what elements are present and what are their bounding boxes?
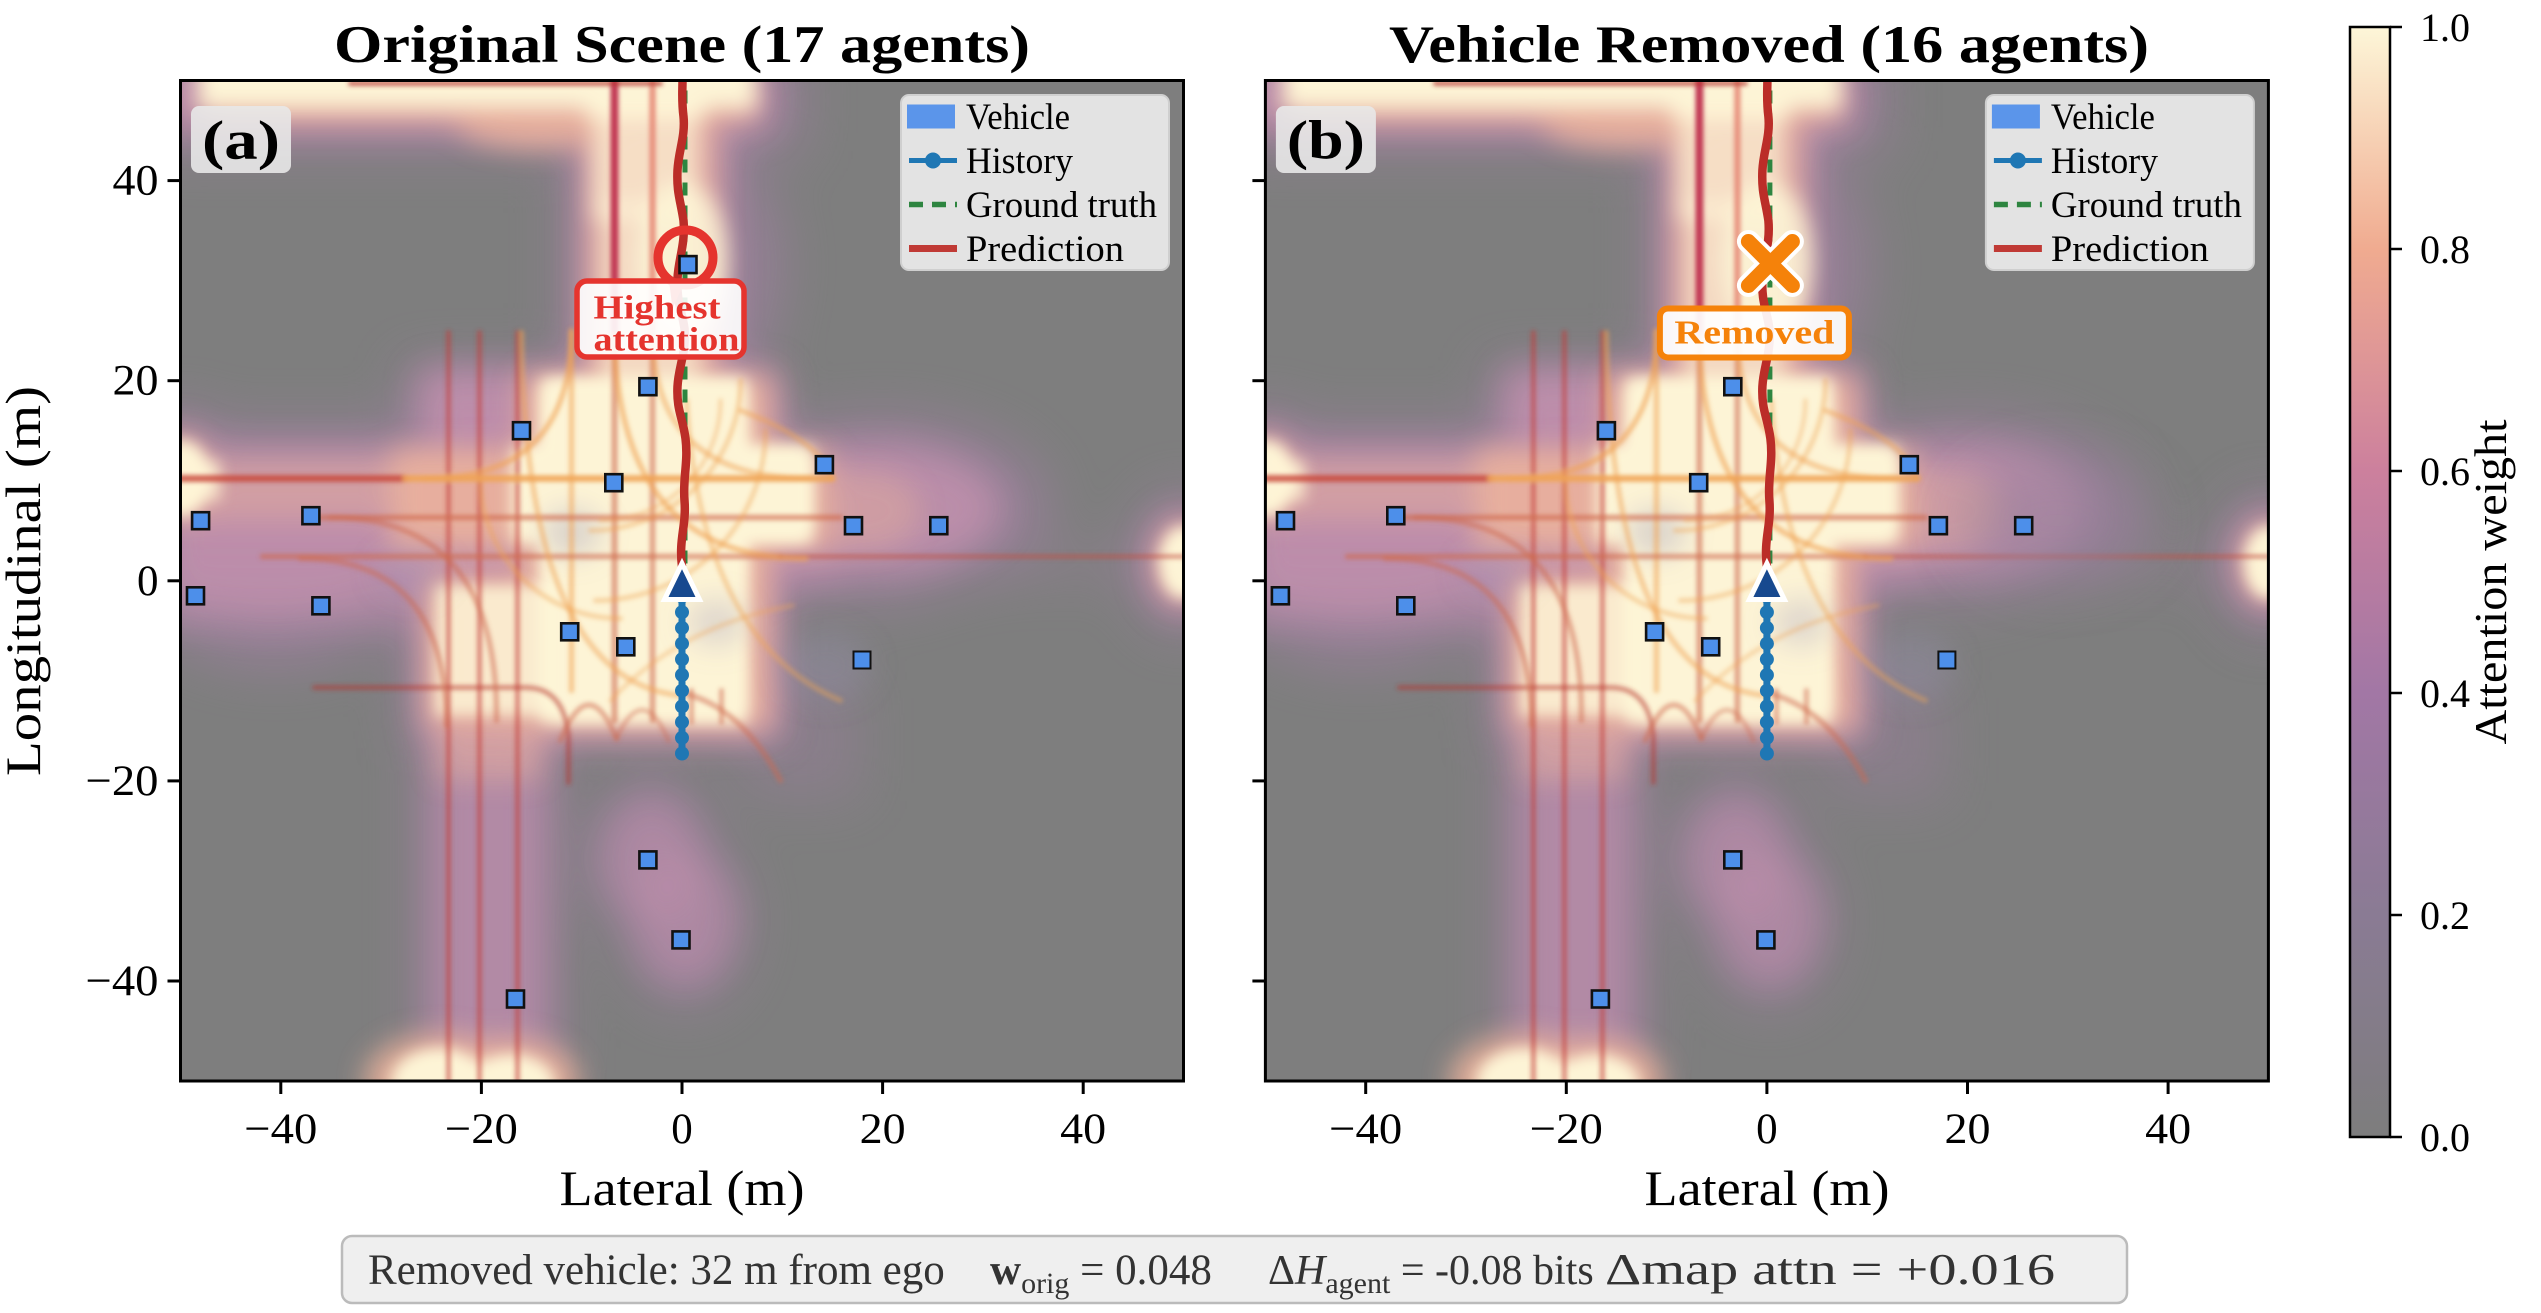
svg-text:−20: −20 bbox=[1530, 1106, 1603, 1153]
svg-text:Removed vehicle: 32 m from ego: Removed vehicle: 32 m from ego bbox=[368, 1247, 945, 1294]
svg-text:Lateral (m): Lateral (m) bbox=[1645, 1160, 1890, 1216]
svg-text:−40: −40 bbox=[86, 958, 159, 1005]
svg-text:0.2: 0.2 bbox=[2420, 893, 2470, 938]
svg-text:Prediction: Prediction bbox=[2051, 229, 2209, 270]
svg-text:worig = 0.048: worig = 0.048 bbox=[990, 1247, 1212, 1300]
svg-text:Removed: Removed bbox=[1674, 315, 1834, 352]
svg-text:0.4: 0.4 bbox=[2420, 671, 2470, 716]
svg-text:History: History bbox=[2051, 141, 2158, 182]
svg-text:0.6: 0.6 bbox=[2420, 449, 2470, 494]
svg-text:40: 40 bbox=[1060, 1106, 1106, 1153]
svg-text:0.8: 0.8 bbox=[2420, 227, 2470, 272]
svg-text:Highest: Highest bbox=[594, 290, 722, 327]
svg-text:0: 0 bbox=[137, 558, 159, 605]
svg-text:Ground truth: Ground truth bbox=[2051, 185, 2242, 226]
svg-text:(a): (a) bbox=[202, 110, 280, 171]
svg-text:−40: −40 bbox=[1329, 1106, 1402, 1153]
svg-text:0.0: 0.0 bbox=[2420, 1115, 2470, 1160]
svg-text:1.0: 1.0 bbox=[2420, 5, 2470, 50]
svg-text:Ground truth: Ground truth bbox=[966, 185, 1157, 226]
svg-text:20: 20 bbox=[113, 358, 159, 405]
svg-text:Prediction: Prediction bbox=[966, 229, 1124, 270]
svg-text:(b): (b) bbox=[1287, 110, 1365, 171]
svg-text:40: 40 bbox=[2145, 1106, 2191, 1153]
svg-text:−40: −40 bbox=[244, 1106, 317, 1153]
svg-text:0: 0 bbox=[671, 1106, 693, 1153]
svg-text:Δmap attn = +0.016: Δmap attn = +0.016 bbox=[1605, 1245, 2055, 1294]
svg-text:0: 0 bbox=[1756, 1106, 1778, 1153]
svg-text:Longitudinal (m): Longitudinal (m) bbox=[0, 386, 51, 776]
svg-text:−20: −20 bbox=[445, 1106, 518, 1153]
svg-text:Vehicle: Vehicle bbox=[2051, 97, 2155, 138]
svg-text:attention: attention bbox=[594, 322, 740, 359]
svg-text:20: 20 bbox=[1945, 1106, 1991, 1153]
svg-text:ΔHagent = -0.08 bits: ΔHagent = -0.08 bits bbox=[1268, 1248, 1594, 1300]
svg-text:20: 20 bbox=[860, 1106, 906, 1153]
svg-text:History: History bbox=[966, 141, 1073, 182]
svg-text:−20: −20 bbox=[86, 758, 159, 805]
svg-text:Vehicle Removed (16 agents): Vehicle Removed (16 agents) bbox=[1389, 16, 2149, 74]
svg-text:Vehicle: Vehicle bbox=[966, 97, 1070, 138]
svg-text:Attention weight: Attention weight bbox=[2465, 419, 2516, 744]
svg-text:Lateral (m): Lateral (m) bbox=[560, 1160, 805, 1216]
svg-text:40: 40 bbox=[113, 158, 159, 205]
svg-text:Original Scene (17 agents): Original Scene (17 agents) bbox=[334, 16, 1030, 74]
